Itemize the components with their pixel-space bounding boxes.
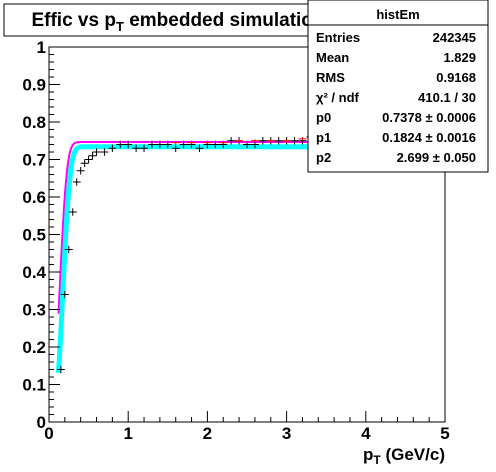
data-point (227, 137, 236, 145)
stats-row-label: χ² / ndf (316, 90, 360, 105)
stats-row-value: 1.829 (443, 50, 476, 65)
data-point (250, 139, 259, 143)
data-point (88, 152, 97, 160)
data-point (187, 141, 196, 145)
x-tick-label: 5 (440, 424, 449, 443)
data-point (72, 178, 81, 186)
stats-row-label: Mean (316, 50, 349, 65)
data-point (195, 144, 204, 152)
data-point (298, 137, 307, 141)
data-point (64, 245, 73, 254)
data-point (84, 155, 93, 164)
stats-rows: Entries 242345 Mean 1.829 RMS 0.9168 χ² / ndf 4… (316, 30, 476, 165)
data-point (179, 140, 188, 149)
y-tick-label: 0.3 (22, 301, 46, 320)
stats-row-value: 242345 (433, 30, 476, 45)
y-tick-label: 0.4 (22, 263, 46, 282)
data-point (56, 365, 65, 374)
stats-row-label: p1 (316, 130, 331, 145)
data-point (211, 140, 220, 149)
x-axis-title: pT (GeV/c) (363, 445, 445, 467)
data-point (243, 140, 251, 149)
y-tick-label: 0 (37, 413, 46, 432)
data-point (219, 141, 228, 145)
data-point (116, 140, 125, 149)
data-point (290, 137, 299, 145)
y-tick-label: 0.2 (22, 338, 46, 357)
data-point (80, 159, 89, 167)
x-tick-label: 1 (123, 424, 132, 443)
data-point (258, 137, 267, 145)
data-point (124, 140, 133, 149)
stats-row-label: p2 (316, 150, 331, 165)
fit-curve (56, 144, 363, 373)
chart-title: Effic vs pT embedded simulation (31, 10, 324, 34)
data-point (148, 140, 156, 149)
title-box (3, 3, 353, 37)
stats-row-label: Entries (316, 30, 360, 45)
x-tick-label: 3 (282, 424, 291, 443)
stats-row-value: 410.1 / 30 (418, 90, 476, 105)
stats-row-label: RMS (316, 70, 345, 85)
data-point (235, 139, 244, 143)
data-point (171, 144, 180, 152)
y-tick-label: 0.9 (22, 76, 46, 95)
y-tick-label: 0.5 (22, 226, 46, 245)
y-tick-label: 0.1 (22, 376, 46, 395)
x-tick-label: 0 (44, 424, 53, 443)
y-tick-label: 1 (37, 38, 46, 57)
data-point (60, 290, 69, 299)
data-point (68, 208, 77, 216)
stats-box-name: histEm (376, 7, 419, 22)
stats-row-label: p0 (316, 110, 331, 125)
data-point (155, 140, 164, 149)
stats-row-value: 0.1824 ± 0.0016 (382, 130, 476, 145)
data-point (203, 141, 212, 145)
data-point (282, 139, 291, 143)
data-point (76, 167, 85, 175)
stats-row-value: 2.699 ± 0.050 (397, 150, 476, 165)
data-point (132, 144, 141, 152)
y-tick-label: 0.7 (22, 151, 46, 170)
data-point (108, 144, 117, 152)
data-point (163, 140, 172, 149)
y-tick-label: 0.8 (22, 113, 46, 132)
x-tick-label: 4 (361, 424, 371, 443)
stats-row-value: 0.9168 (436, 70, 476, 85)
y-tick-label: 0.6 (22, 188, 46, 207)
data-point (92, 148, 101, 156)
x-tick-label: 2 (203, 424, 212, 443)
data-point (100, 148, 109, 156)
data-point (171, 141, 180, 145)
data-point (140, 144, 148, 152)
data-point (274, 137, 283, 145)
axis-layer: 0 1 2 3 4 5 0 0.1 0.2 0.3 0.4 0.5 0.6 0.7 0.8 0.9 1 (22, 38, 449, 443)
data-point (266, 139, 275, 143)
stats-box: histEm Entries 242345 Mean 1.829 RMS 0.9168 χ²… (307, 0, 489, 173)
stats-row-value: 0.7378 ± 0.0006 (382, 110, 476, 125)
